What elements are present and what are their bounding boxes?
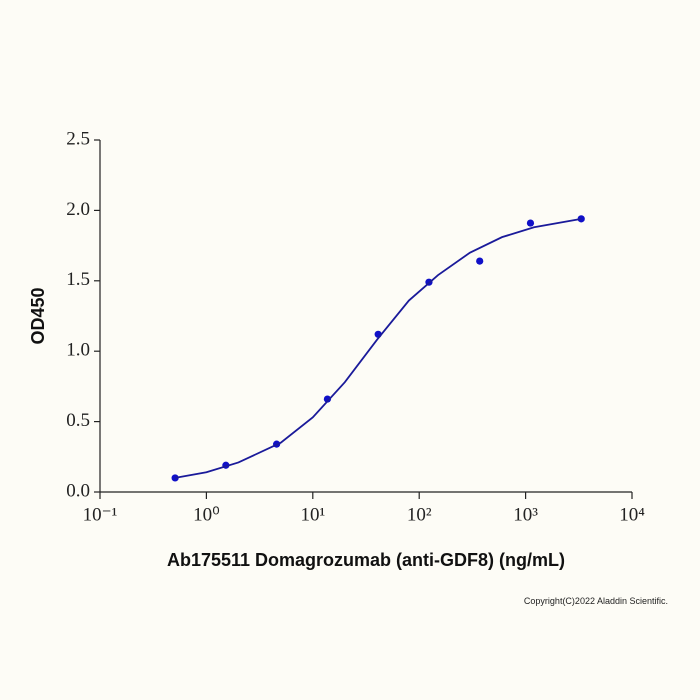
y-tick-label: 0.0 bbox=[66, 480, 90, 501]
copyright: Copyright(C)2022 Aladdin Scientific. bbox=[524, 596, 668, 606]
x-tick-label: 10¹ bbox=[300, 504, 325, 525]
x-tick-label: 10² bbox=[407, 504, 432, 525]
x-axis-title: Ab175511 Domagrozumab (anti-GDF8) (ng/mL… bbox=[167, 550, 565, 570]
data-point bbox=[323, 395, 332, 403]
y-axis-title: OD450 bbox=[28, 287, 48, 344]
y-tick-label: 0.5 bbox=[66, 410, 90, 431]
y-tick-label: 2.5 bbox=[66, 128, 90, 149]
y-tick-label: 1.0 bbox=[66, 340, 90, 361]
x-tick-label: 10³ bbox=[513, 504, 538, 525]
fit-curve bbox=[174, 217, 582, 479]
data-point bbox=[526, 219, 535, 227]
y-tick-label: 1.5 bbox=[66, 269, 90, 290]
y-tick-label: 2.0 bbox=[66, 199, 90, 220]
x-tick-label: 10⁰ bbox=[193, 504, 220, 525]
x-tick-label: 10⁻¹ bbox=[83, 504, 118, 525]
data-point bbox=[577, 215, 585, 223]
x-tick-label: 10⁴ bbox=[619, 504, 645, 525]
data-point bbox=[476, 257, 484, 265]
